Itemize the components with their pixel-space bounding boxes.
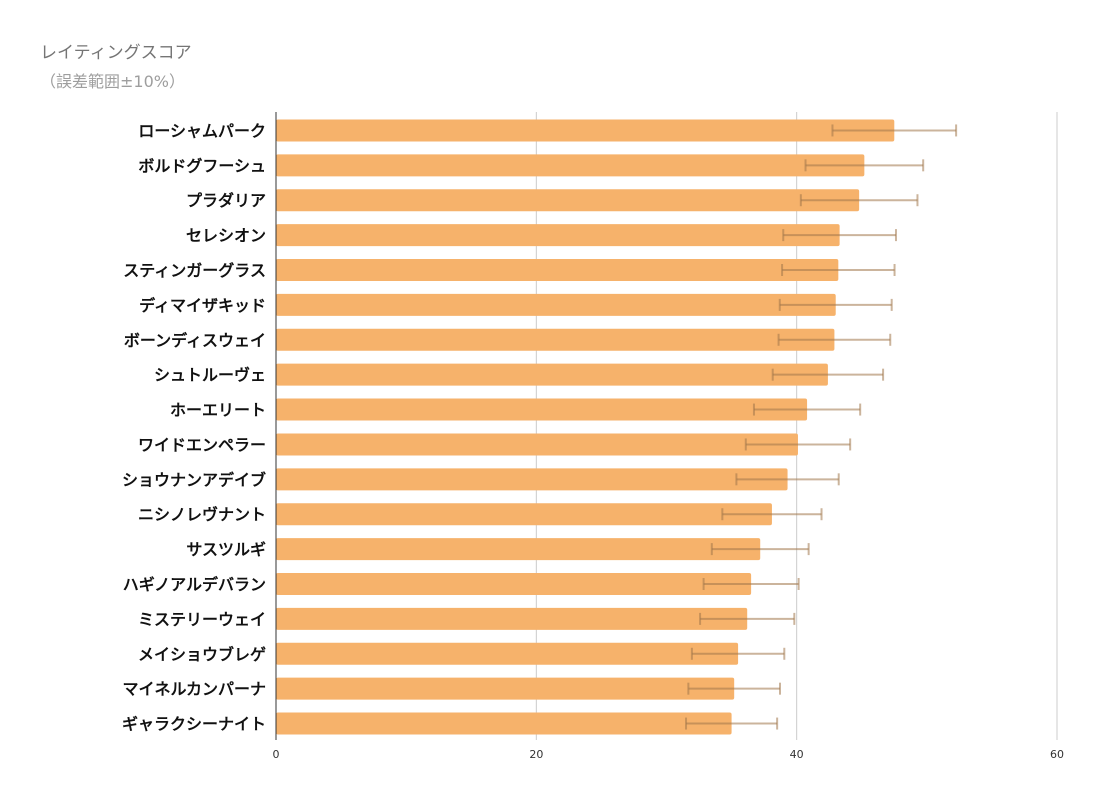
bar — [276, 712, 732, 735]
bar — [276, 433, 798, 456]
bar — [276, 154, 865, 177]
x-tick-label: 20 — [529, 748, 543, 761]
category-label: ボルドグフーシュ — [138, 156, 266, 175]
bar — [276, 224, 840, 247]
category-label: シュトルーヴェ — [154, 366, 266, 385]
bar — [276, 293, 836, 316]
category-label: ローシャムパーク — [138, 121, 266, 140]
chart-subtitle: （誤差範囲±10%） — [40, 72, 185, 91]
chart-title: レイティングスコア — [40, 43, 192, 63]
category-label: ミステリーウェイ — [138, 610, 266, 629]
bar — [276, 119, 895, 142]
x-tick-label: 60 — [1050, 748, 1064, 761]
bar — [276, 538, 761, 561]
category-label: ワイドエンペラー — [138, 435, 266, 454]
bar — [276, 328, 835, 351]
category-label: ハギノアルデバラン — [123, 575, 266, 594]
bar — [276, 642, 739, 665]
category-label: マイネルカンパーナ — [122, 680, 266, 699]
category-label: セレシオン — [186, 226, 266, 245]
x-tick-label: 40 — [790, 748, 804, 761]
bar — [276, 259, 839, 281]
bar — [276, 398, 808, 421]
category-label: プラダリア — [186, 191, 266, 210]
bar — [276, 573, 752, 595]
bar — [276, 607, 748, 630]
category-label: ボーンディスウェイ — [124, 331, 266, 350]
bar — [276, 468, 788, 491]
category-label: ニシノレヴナント — [138, 505, 266, 524]
category-label: ディマイザキッド — [139, 296, 266, 315]
category-label: サスツルギ — [186, 540, 266, 559]
category-label: ホーエリート — [170, 401, 266, 420]
category-label: スティンガーグラス — [123, 261, 266, 280]
x-tick-label: 0 — [273, 748, 280, 761]
category-label: ギャラクシーナイト — [122, 715, 266, 734]
category-label: メイショウブレゲ — [138, 645, 266, 664]
bar — [276, 503, 772, 526]
bar — [276, 363, 828, 386]
category-label: ショウナンアデイブ — [122, 470, 266, 489]
bar — [276, 189, 860, 212]
bar — [276, 677, 735, 700]
